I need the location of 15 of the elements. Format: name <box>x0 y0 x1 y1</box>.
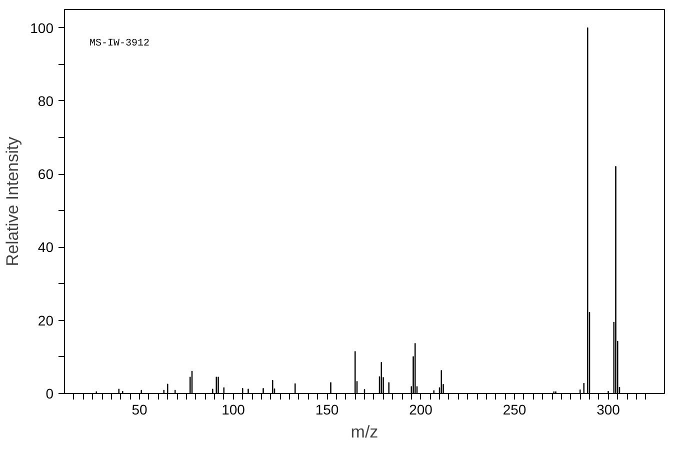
y-tick-label: 20 <box>38 312 54 328</box>
x-tick-label: 300 <box>596 402 620 418</box>
y-tick-label: 100 <box>30 20 54 36</box>
annotation: MS-IW-3912 <box>90 38 150 50</box>
x-tick-label: 50 <box>132 402 148 418</box>
x-tick-label: 200 <box>409 402 433 418</box>
y-tick-label: 40 <box>38 239 54 256</box>
x-tick-label: 150 <box>315 402 339 418</box>
y-axis-title: Relative Intensity <box>3 136 22 266</box>
y-tick-label: 60 <box>38 166 54 182</box>
x-tick-label: 250 <box>502 402 526 418</box>
x-axis-title: m/z <box>350 422 378 442</box>
y-tick-label: 80 <box>38 92 54 109</box>
x-tick-label: 100 <box>222 402 246 418</box>
y-tick-label: 0 <box>46 386 54 402</box>
